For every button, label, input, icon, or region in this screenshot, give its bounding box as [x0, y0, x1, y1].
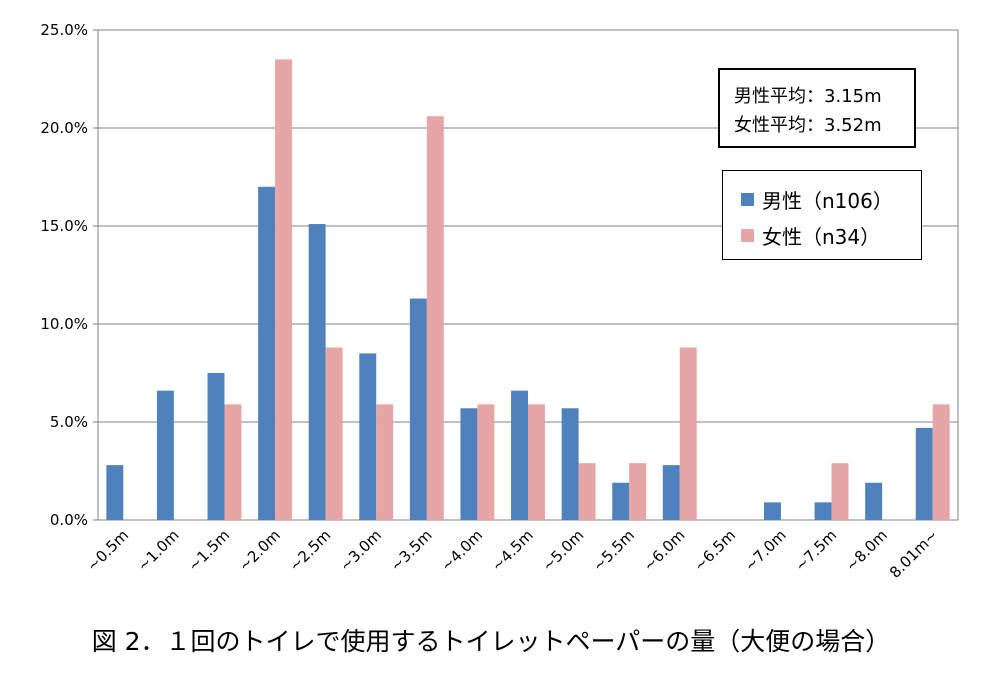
legend-label-female: 女性（n34） [762, 224, 881, 249]
bar-male [915, 427, 933, 520]
x-tick-label: 8.01m~ [886, 526, 942, 582]
bar-male [308, 224, 326, 521]
bar-female [325, 347, 343, 520]
x-tick-label: ~1.5m [184, 526, 233, 575]
x-tick-label: ~5.0m [539, 526, 588, 575]
y-tick-label: 0.0% [50, 511, 88, 529]
x-tick-label: ~6.5m [690, 526, 739, 575]
bar-male [156, 390, 174, 520]
bar-male [359, 353, 377, 520]
bar-male [865, 482, 883, 520]
x-tick-label: ~0.5m [83, 526, 132, 575]
average-box: 男性平均：3.15m 女性平均：3.52m [718, 68, 916, 148]
bar-male [106, 465, 124, 520]
figure-caption: 図 2．１回のトイレで使用するトイレットペーパーの量（大便の場合） [91, 627, 891, 656]
bar-male [763, 502, 781, 520]
bar-male [207, 373, 225, 520]
bar-female [578, 463, 596, 520]
bar-female [275, 59, 293, 521]
legend-swatch-female [741, 228, 754, 242]
x-tick-label: ~6.0m [640, 526, 689, 575]
legend-item-female: 女性（n34） [741, 217, 921, 253]
bar-male [662, 465, 680, 520]
bar-female [528, 404, 545, 520]
bar-female [224, 404, 242, 520]
x-tick-label: ~7.5m [792, 526, 841, 575]
female-average-text: 女性平均：3.52m [734, 115, 882, 136]
bar-female [376, 404, 394, 520]
y-tick-label: 5.0% [50, 413, 88, 431]
x-tick-label: ~4.5m [488, 526, 537, 575]
bar-male [460, 408, 478, 520]
y-tick-label: 20.0% [40, 119, 88, 137]
x-axis-ticks: ~0.5m ~1.0m ~1.5m ~2.0m ~2.5m ~3.0m ~3.5m ~4.0m… [83, 526, 941, 582]
bar-male [409, 298, 427, 520]
x-tick-label: ~5.5m [589, 526, 638, 575]
y-tick-label: 10.0% [40, 315, 88, 333]
bar-female [679, 347, 697, 520]
bar-male [561, 408, 579, 520]
y-tick-label: 25.0% [40, 21, 88, 39]
legend-swatch-male [741, 192, 754, 206]
bar-male [612, 482, 630, 520]
x-tick-label: ~4.0m [437, 526, 486, 575]
bar-female [932, 404, 950, 520]
bar-male [814, 502, 832, 520]
y-axis-ticks: 0.0% 5.0% 10.0% 15.0% 20.0% 25.0% [40, 21, 98, 529]
x-tick-label: ~1.0m [134, 526, 183, 575]
bar-female [477, 404, 495, 520]
x-tick-label: ~2.0m [235, 526, 284, 575]
x-tick-label: ~3.0m [336, 526, 385, 575]
bars [106, 59, 950, 521]
x-tick-label: ~8.0m [842, 526, 891, 575]
bar-female [426, 116, 444, 521]
male-average-text: 男性平均：3.15m [734, 86, 882, 107]
x-tick-label: ~2.5m [286, 526, 335, 575]
x-tick-label: ~7.0m [741, 526, 790, 575]
legend-label-male: 男性（n106） [762, 188, 893, 213]
legend-item-male: 男性（n106） [741, 181, 921, 217]
bar-female [629, 463, 647, 520]
legend: 男性（n106） 女性（n34） [722, 170, 922, 260]
bar-male [258, 186, 276, 521]
bar-female [831, 463, 849, 520]
x-tick-label: ~3.5m [387, 526, 436, 575]
bar-male [511, 390, 528, 520]
y-tick-label: 15.0% [40, 217, 88, 235]
